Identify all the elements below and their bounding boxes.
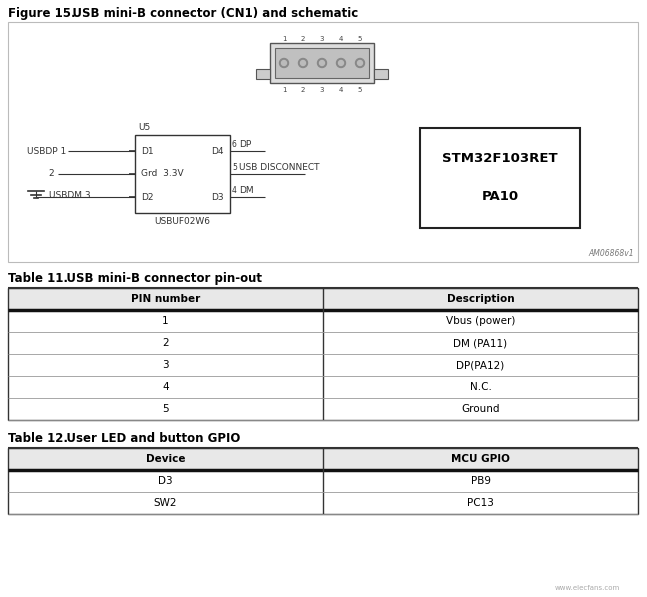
Text: 1: 1 bbox=[281, 36, 286, 42]
Bar bbox=[135, 135, 230, 213]
Text: 5: 5 bbox=[358, 36, 362, 42]
Bar bbox=[270, 43, 374, 83]
Text: USBDM 3: USBDM 3 bbox=[49, 192, 91, 201]
Text: 2: 2 bbox=[301, 36, 305, 42]
Text: USB DISCONNECT: USB DISCONNECT bbox=[239, 163, 320, 172]
Text: 1: 1 bbox=[162, 316, 169, 326]
Bar bbox=[374, 69, 388, 79]
Text: 4: 4 bbox=[162, 382, 169, 392]
Text: 3: 3 bbox=[320, 36, 324, 42]
Circle shape bbox=[280, 59, 289, 67]
Text: SW2: SW2 bbox=[154, 498, 177, 508]
Text: U5: U5 bbox=[138, 123, 150, 132]
Text: DM: DM bbox=[239, 186, 254, 195]
Text: PB9: PB9 bbox=[470, 476, 490, 486]
Text: PA10: PA10 bbox=[481, 189, 518, 202]
Circle shape bbox=[336, 59, 345, 67]
Text: USB mini-B connector (CN1) and schematic: USB mini-B connector (CN1) and schematic bbox=[60, 7, 358, 20]
Text: PC13: PC13 bbox=[467, 498, 494, 508]
Circle shape bbox=[358, 60, 362, 66]
Text: 4: 4 bbox=[232, 186, 237, 195]
Text: 5: 5 bbox=[358, 87, 362, 93]
Text: Table 11.: Table 11. bbox=[8, 272, 68, 285]
Text: Device: Device bbox=[146, 454, 185, 464]
Text: Description: Description bbox=[446, 294, 514, 304]
Text: D2: D2 bbox=[141, 192, 153, 202]
Text: 6: 6 bbox=[232, 140, 237, 149]
Bar bbox=[420, 128, 580, 228]
Text: PIN number: PIN number bbox=[131, 294, 200, 304]
Text: AM06868v1: AM06868v1 bbox=[588, 249, 634, 258]
Circle shape bbox=[300, 60, 305, 66]
Text: Ground: Ground bbox=[461, 404, 499, 414]
Bar bbox=[275, 48, 369, 78]
Circle shape bbox=[298, 59, 307, 67]
Bar bbox=[8, 288, 638, 420]
Circle shape bbox=[320, 60, 325, 66]
Bar bbox=[8, 448, 638, 470]
Text: 2: 2 bbox=[49, 170, 54, 179]
Text: USBUF02W6: USBUF02W6 bbox=[155, 217, 210, 226]
Text: 2: 2 bbox=[301, 87, 305, 93]
Text: 5: 5 bbox=[162, 404, 169, 414]
Text: N.C.: N.C. bbox=[470, 382, 492, 392]
Text: DP(PA12): DP(PA12) bbox=[456, 360, 505, 370]
Text: USB mini-B connector pin-out: USB mini-B connector pin-out bbox=[54, 272, 262, 285]
Circle shape bbox=[338, 60, 344, 66]
Text: D3: D3 bbox=[158, 476, 173, 486]
Text: Figure 15.: Figure 15. bbox=[8, 7, 76, 20]
Text: Grd  3.3V: Grd 3.3V bbox=[141, 170, 184, 179]
Text: D3: D3 bbox=[212, 192, 224, 202]
Text: 4: 4 bbox=[339, 87, 343, 93]
Text: 3: 3 bbox=[162, 360, 169, 370]
Text: MCU GPIO: MCU GPIO bbox=[451, 454, 510, 464]
Circle shape bbox=[281, 60, 287, 66]
Bar bbox=[8, 288, 638, 310]
Text: 4: 4 bbox=[339, 36, 343, 42]
Text: www.elecfans.com: www.elecfans.com bbox=[554, 585, 620, 591]
Text: Vbus (power): Vbus (power) bbox=[446, 316, 515, 326]
Text: USBDP 1: USBDP 1 bbox=[27, 146, 66, 155]
Text: 3: 3 bbox=[320, 87, 324, 93]
Text: STM32F103RET: STM32F103RET bbox=[442, 152, 558, 165]
Bar bbox=[8, 22, 638, 262]
Circle shape bbox=[318, 59, 327, 67]
Text: D1: D1 bbox=[141, 146, 153, 155]
Text: 2: 2 bbox=[162, 338, 169, 348]
Text: DM (PA11): DM (PA11) bbox=[454, 338, 507, 348]
Text: 1: 1 bbox=[281, 87, 286, 93]
Circle shape bbox=[355, 59, 364, 67]
Text: DP: DP bbox=[239, 140, 251, 149]
Bar bbox=[256, 69, 270, 79]
Text: User LED and button GPIO: User LED and button GPIO bbox=[54, 432, 241, 445]
Text: Table 12.: Table 12. bbox=[8, 432, 68, 445]
Bar bbox=[8, 448, 638, 514]
Text: D4: D4 bbox=[212, 146, 224, 155]
Text: 5: 5 bbox=[232, 163, 237, 172]
